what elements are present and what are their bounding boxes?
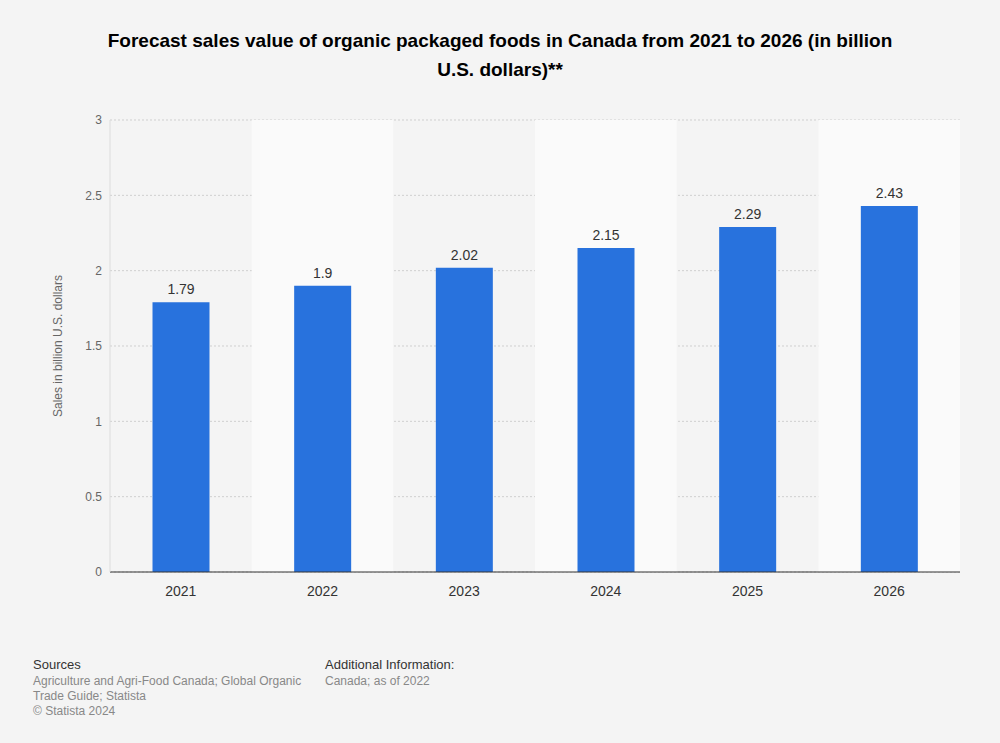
- html-text:Additional Information:: Additional Information:: [325, 657, 455, 672]
- html-text:Trade Guide; Statista: Trade Guide; Statista: [33, 689, 146, 703]
- svg-text:3: 3: [95, 113, 102, 127]
- html-text:Canada; as of 2022: Canada; as of 2022: [325, 674, 430, 688]
- svg-text:2026: 2026: [874, 583, 905, 599]
- svg-text:2: 2: [95, 264, 102, 278]
- html-text:© Statista 2024: © Statista 2024: [33, 704, 116, 718]
- html-text:Agriculture and Agri-Food Cana: Agriculture and Agri-Food Canada; Global…: [33, 674, 302, 688]
- svg-text:2023: 2023: [449, 583, 480, 599]
- svg-text:2022: 2022: [307, 583, 338, 599]
- svg-text:2.29: 2.29: [734, 206, 761, 222]
- html-text:Sources: Sources: [33, 657, 81, 672]
- html-text:Forecast sales value of organi: Forecast sales value of organic packaged…: [107, 30, 893, 80]
- svg-text:1: 1: [95, 415, 102, 429]
- svg-text:1.79: 1.79: [167, 281, 194, 297]
- svg-text:2.43: 2.43: [876, 185, 903, 201]
- svg-text:Sales in billion U.S. dollars: Sales in billion U.S. dollars: [51, 275, 65, 417]
- svg-text:2021: 2021: [165, 583, 196, 599]
- svg-text:0.5: 0.5: [85, 490, 102, 504]
- svg-text:1.5: 1.5: [85, 339, 102, 353]
- svg-text:1.9: 1.9: [313, 265, 333, 281]
- svg-text:2025: 2025: [732, 583, 763, 599]
- svg-text:2024: 2024: [590, 583, 621, 599]
- svg-text:2.5: 2.5: [85, 189, 102, 203]
- svg-text:2.02: 2.02: [451, 247, 478, 263]
- svg-text:0: 0: [95, 565, 102, 579]
- svg-text:2.15: 2.15: [592, 227, 619, 243]
